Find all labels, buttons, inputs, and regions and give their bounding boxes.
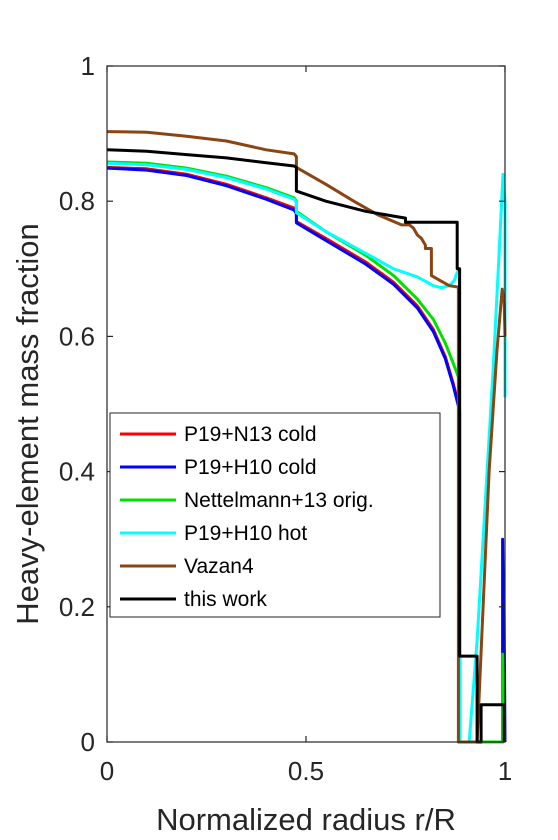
legend-entry-label: Nettelmann+13 orig. [184, 489, 374, 512]
x-tick-label: 1 [498, 756, 512, 786]
legend-entry-label: P19+H10 cold [184, 456, 317, 479]
y-tick-label: 0.8 [59, 186, 95, 216]
legend-entry-label: P19+H10 hot [184, 522, 307, 545]
legend-entry-label: Vazan4 [184, 555, 254, 578]
y-tick-label: 0.2 [59, 592, 95, 622]
series-line-4 [106, 161, 507, 744]
y-tick-label: 1 [81, 51, 95, 81]
x-axis-label: Normalized radius r/R [156, 802, 456, 837]
legend: P19+N13 cold P19+H10 cold Nettelmann+13 or… [109, 412, 441, 618]
y-tick-label: 0.4 [59, 457, 95, 487]
legend-entry-label: P19+N13 cold [184, 423, 317, 446]
tick-layer: 0 0.5 1 0 0.2 0.4 0.6 0.8 1 [59, 51, 512, 786]
series-line-5 [106, 130, 507, 744]
y-tick-label: 0 [81, 727, 95, 757]
y-tick-label: 0.6 [59, 321, 95, 351]
y-axis-label: Heavy-element mass fraction [10, 223, 45, 624]
legend-entry-label: this work [184, 588, 267, 611]
legend-box [109, 412, 441, 618]
x-tick-label: 0 [100, 756, 114, 786]
x-tick-label: 0.5 [288, 756, 324, 786]
